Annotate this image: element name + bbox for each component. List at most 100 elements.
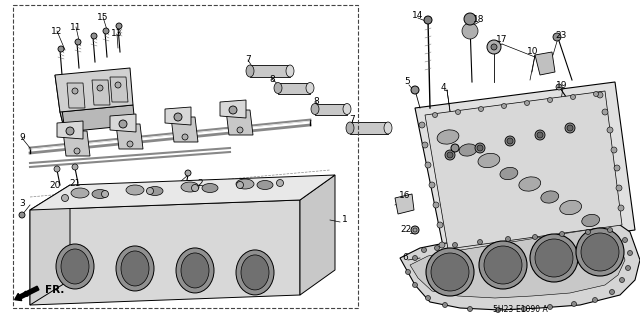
Circle shape	[593, 92, 598, 97]
Circle shape	[61, 195, 68, 202]
Circle shape	[525, 100, 529, 106]
Polygon shape	[63, 131, 90, 156]
Ellipse shape	[343, 103, 351, 115]
Text: 13: 13	[111, 29, 123, 39]
Polygon shape	[30, 175, 335, 210]
Circle shape	[422, 248, 426, 253]
Circle shape	[556, 84, 562, 90]
Circle shape	[506, 236, 511, 241]
Polygon shape	[110, 77, 128, 102]
Circle shape	[97, 85, 103, 91]
Circle shape	[103, 28, 109, 34]
Circle shape	[115, 82, 121, 88]
Circle shape	[532, 234, 538, 240]
Text: 2: 2	[197, 180, 203, 189]
Circle shape	[502, 103, 506, 108]
Circle shape	[547, 98, 552, 102]
Circle shape	[623, 238, 627, 242]
Circle shape	[627, 250, 632, 256]
Circle shape	[58, 46, 64, 52]
Ellipse shape	[478, 153, 500, 168]
Text: 23: 23	[556, 31, 566, 40]
Circle shape	[477, 145, 483, 151]
Circle shape	[433, 202, 439, 208]
Circle shape	[435, 246, 440, 250]
Circle shape	[433, 113, 438, 117]
Text: 11: 11	[70, 23, 82, 32]
Circle shape	[411, 86, 419, 94]
Bar	[13, 5, 358, 308]
Text: FR.: FR.	[45, 285, 65, 295]
Ellipse shape	[311, 103, 319, 115]
Ellipse shape	[246, 65, 254, 77]
Ellipse shape	[459, 144, 477, 156]
Circle shape	[475, 143, 485, 153]
Polygon shape	[410, 228, 625, 298]
Ellipse shape	[181, 182, 199, 192]
Circle shape	[237, 127, 243, 133]
Circle shape	[484, 246, 522, 284]
Circle shape	[182, 134, 188, 140]
Circle shape	[411, 226, 419, 234]
Circle shape	[464, 13, 476, 25]
Circle shape	[614, 165, 620, 171]
Circle shape	[479, 107, 483, 112]
Polygon shape	[67, 83, 85, 108]
Ellipse shape	[384, 122, 392, 134]
Text: 9: 9	[19, 133, 25, 143]
Circle shape	[602, 109, 608, 115]
Ellipse shape	[306, 83, 314, 93]
Text: 12: 12	[51, 26, 63, 35]
Circle shape	[237, 182, 243, 189]
Polygon shape	[110, 114, 136, 132]
Circle shape	[456, 109, 461, 115]
Circle shape	[491, 44, 497, 50]
Text: 20: 20	[49, 181, 61, 189]
Circle shape	[607, 227, 612, 233]
Circle shape	[495, 308, 500, 313]
Circle shape	[19, 212, 25, 218]
Ellipse shape	[582, 214, 600, 226]
Circle shape	[429, 182, 435, 188]
Circle shape	[229, 106, 237, 114]
Ellipse shape	[71, 188, 89, 198]
Ellipse shape	[176, 248, 214, 293]
Circle shape	[547, 305, 552, 309]
Circle shape	[413, 256, 417, 261]
Text: 21: 21	[69, 179, 81, 188]
Circle shape	[570, 94, 575, 100]
Circle shape	[507, 138, 513, 144]
Text: 7: 7	[245, 56, 251, 64]
Circle shape	[54, 166, 60, 172]
Circle shape	[530, 234, 578, 282]
Ellipse shape	[560, 200, 582, 215]
Polygon shape	[535, 52, 555, 75]
Text: 10: 10	[527, 48, 539, 56]
Circle shape	[147, 188, 154, 195]
Polygon shape	[425, 91, 622, 249]
Polygon shape	[278, 83, 310, 94]
Circle shape	[422, 142, 428, 148]
Circle shape	[567, 125, 573, 131]
Circle shape	[586, 229, 591, 234]
Ellipse shape	[56, 244, 94, 289]
Circle shape	[439, 242, 445, 248]
Polygon shape	[250, 65, 290, 77]
Circle shape	[477, 240, 483, 244]
Polygon shape	[226, 110, 253, 135]
Circle shape	[565, 123, 575, 133]
Circle shape	[618, 205, 624, 211]
Circle shape	[91, 33, 97, 39]
Text: 5: 5	[404, 78, 410, 86]
Circle shape	[505, 136, 515, 146]
Circle shape	[445, 150, 455, 160]
Circle shape	[447, 152, 453, 158]
Ellipse shape	[541, 191, 559, 203]
Ellipse shape	[437, 130, 459, 144]
Circle shape	[559, 232, 564, 236]
Ellipse shape	[121, 251, 149, 286]
Circle shape	[576, 228, 624, 276]
Circle shape	[406, 270, 410, 275]
Polygon shape	[171, 117, 198, 142]
Ellipse shape	[116, 246, 154, 291]
